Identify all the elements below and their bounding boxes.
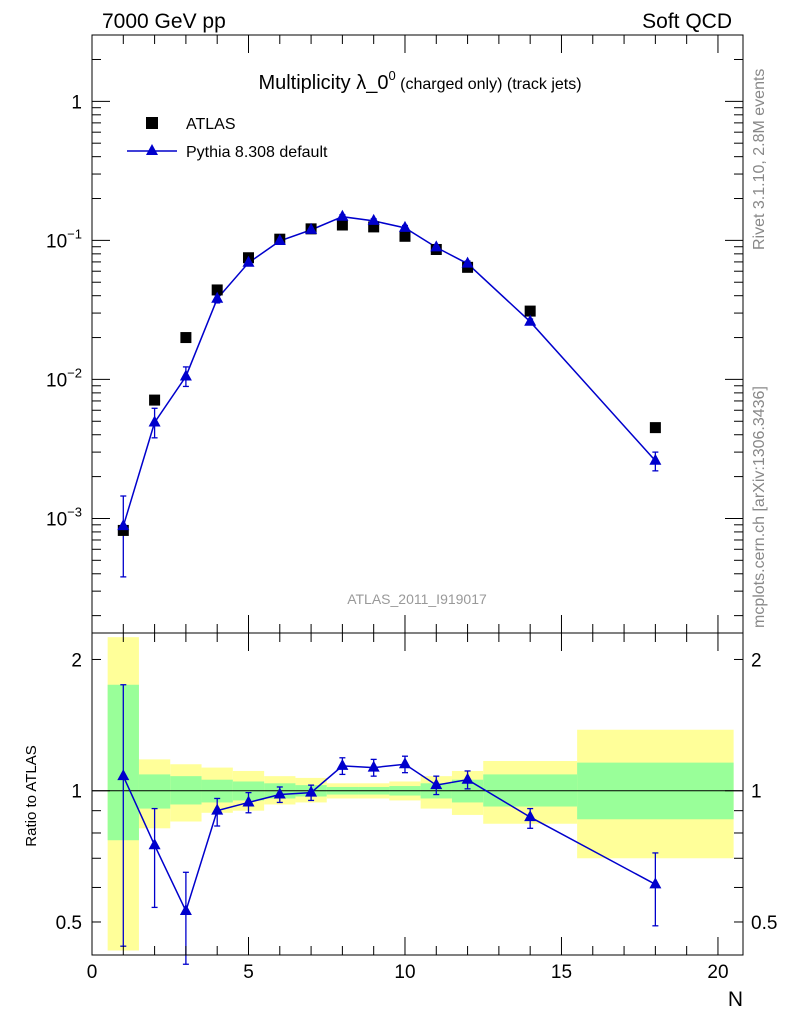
mc-point [649,453,662,465]
mc-point [367,213,380,225]
mc-point [242,255,255,267]
main-title-sup: 0 [388,68,395,83]
ratio-ytick-label-left: 2 [71,650,82,671]
main-title: Multiplicity λ_00 (charged only) (track … [258,68,581,94]
ratio-mc-point [305,785,318,797]
main-ytick-label: 10−2 [46,365,82,391]
data-point [649,422,661,434]
main-ytick-label-base: 1 [71,92,82,113]
ratio-ylabel: Ratio to ATLAS [23,745,40,846]
ratio-mc-point [336,758,349,770]
ratio-mc-point [398,757,411,769]
mc-point [461,256,474,268]
header-right: Soft QCD [642,10,732,33]
mc-point [273,233,286,245]
ratio-ytick-label-right: 1 [751,782,762,803]
ratio-mc-point [367,760,380,772]
mc-point [524,314,537,326]
main-title-tail: (charged only) (track jets) [396,76,582,93]
ratio-mc-point [461,772,474,784]
ratio-frame [91,632,744,956]
main-ytick-label: 1 [71,92,82,113]
ratio-mc-point [148,838,161,850]
main-ytick-label-base: 10 [46,231,67,252]
ratio-xtick-label: 20 [707,962,728,983]
mcplots-label: mcplots.cern.ch [arXiv:1306.3436] [751,386,768,628]
mc-point [117,519,130,531]
x-axis-label: N [728,988,743,1011]
main-ytick-label: 10−3 [46,504,82,530]
ratio-xtick-label: 10 [394,962,415,983]
header-left: 7000 GeV pp [102,10,226,33]
mc-point [211,291,224,303]
legend-marker-pythia [146,144,158,155]
mc-point [179,369,192,381]
main-ytick-label-base: 10 [46,370,67,391]
data-point [336,219,348,231]
ratio-panel: 0.5 0.51 12 20 5 10 15 20 Ratio to ATLAS N [23,632,777,1011]
legend-label-pythia: Pythia 8.308 default [186,144,328,161]
ratio-band-inner [138,774,171,809]
mc-point [336,209,349,221]
ratio-ytick-label-right: 2 [751,650,762,671]
ratio-mc-point [117,769,130,781]
main-title-main: Multiplicity λ_0 [258,72,388,94]
ratio-ytick-label-left: 1 [71,782,82,803]
data-point [149,394,161,406]
ratio-xtick-label: 5 [243,962,254,983]
legend-marker-atlas [146,117,158,129]
main-ytick-label-exp: −2 [67,365,82,380]
main-ytick-label: 10−1 [46,226,82,252]
data-point [368,221,380,233]
ratio-xtick-label: 15 [551,962,572,983]
main-ytick-label-exp: −3 [67,504,82,519]
ratio-mc-point [242,795,255,807]
legend-label-atlas: ATLAS [186,116,236,133]
rivet-label: Rivet 3.1.10, 2.8M events [751,69,768,250]
mc-point [305,222,318,234]
ratio-mc-point [211,803,224,815]
mc-point [430,240,443,252]
ratio-xtick-label: 0 [87,962,98,983]
ratio-mc-point [524,810,537,822]
main-ytick-label-base: 10 [46,509,67,530]
ratio-mc-point [179,903,192,915]
data-point [211,284,223,296]
mc-point [398,220,411,232]
data-point [524,305,536,317]
main-panel: 10−310−210−11 Multiplicity λ_00 (charged… [46,34,744,634]
ratio-ytick-label-right: 0.5 [751,913,777,934]
data-point [117,524,129,536]
ratio-mc-line [122,763,656,913]
watermark: ATLAS_2011_I919017 [347,591,487,607]
main-ytick-label-exp: −1 [67,226,82,241]
ratio-mc-point [273,787,286,799]
data-point [180,332,192,344]
data-point [399,230,411,242]
legend: ATLAS Pythia 8.308 default [127,116,328,161]
mc-point [148,415,161,427]
ratio-mc-point [430,778,443,790]
ratio-mc-point [649,877,662,889]
mc-line [122,215,656,527]
ratio-ytick-label-left: 0.5 [56,913,82,934]
